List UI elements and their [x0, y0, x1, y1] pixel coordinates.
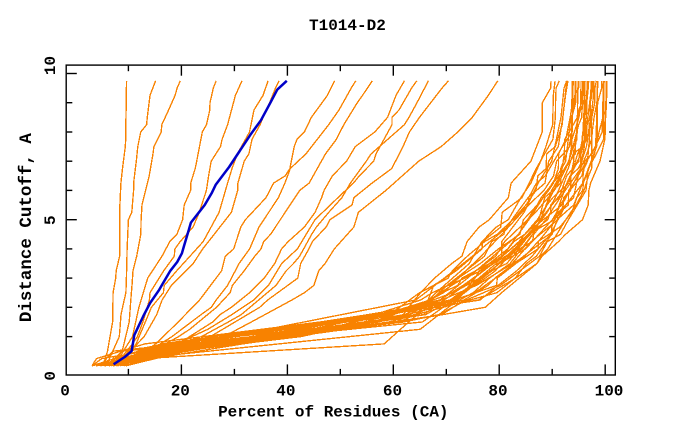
svg-text:40: 40: [276, 383, 295, 401]
svg-text:20: 20: [171, 383, 190, 401]
svg-text:100: 100: [595, 383, 624, 401]
svg-text:5: 5: [42, 215, 60, 225]
svg-text:0: 0: [60, 383, 70, 401]
svg-text:60: 60: [383, 383, 402, 401]
svg-text:80: 80: [488, 383, 507, 401]
svg-text:T1014-D2: T1014-D2: [309, 17, 386, 35]
svg-text:0: 0: [42, 371, 60, 381]
svg-text:Distance Cutoff, A: Distance Cutoff, A: [17, 133, 37, 323]
svg-text:10: 10: [42, 56, 60, 75]
svg-text:Percent of Residues (CA): Percent of Residues (CA): [218, 404, 448, 422]
